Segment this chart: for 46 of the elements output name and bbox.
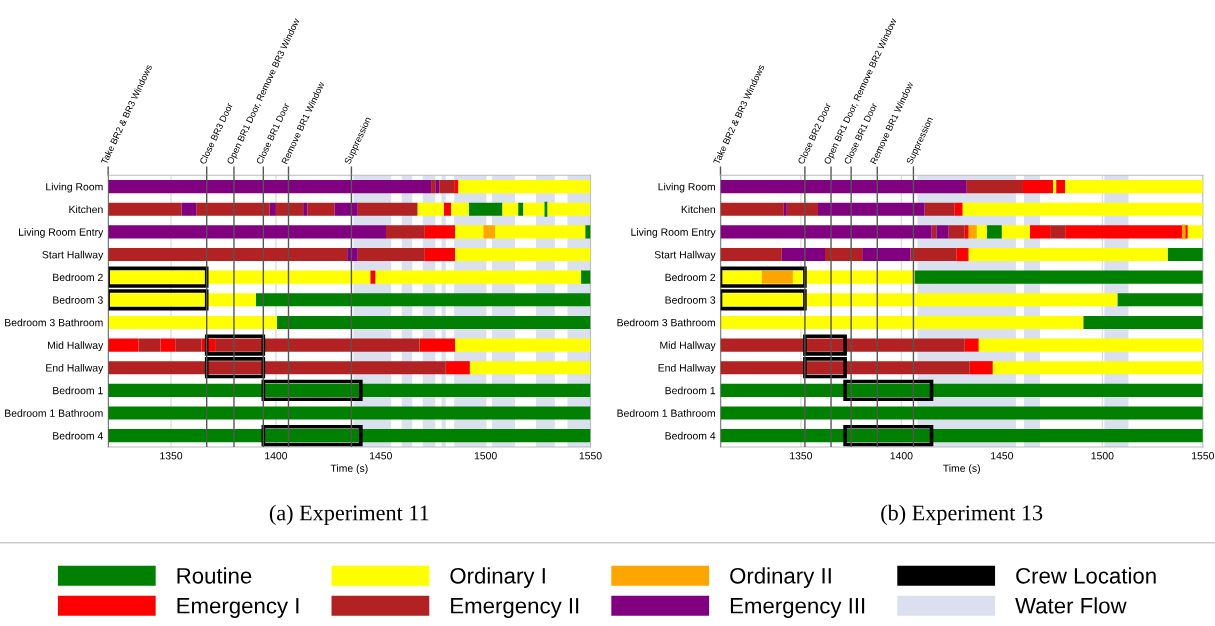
legend-label: Ordinary I: [450, 567, 545, 589]
y-tick-label: Living Room Entry: [631, 228, 716, 238]
y-tick-label: Bedroom 1 Bathroom: [617, 409, 715, 417]
y-tick-label: Mid Hallway: [47, 341, 104, 352]
x-tick-label: 1350: [790, 452, 813, 460]
x-tick-label: 1450: [991, 452, 1014, 460]
y-tick-label: Mid Hallway: [660, 341, 716, 352]
legend-label: Routine: [177, 567, 252, 584]
y-tick-label: Bedroom 4: [665, 431, 716, 440]
y-tick-label: Living Room: [658, 182, 715, 193]
x-tick-label: 1500: [1091, 452, 1114, 460]
y-tick-label: Bedroom 4: [53, 431, 103, 440]
text: (b) Experiment 13: [881, 504, 1043, 525]
x-tick-label: 1400: [890, 452, 913, 460]
y-tick-label: Living Room Entry: [19, 228, 104, 238]
y-tick-label: Bedroom 2: [53, 273, 103, 282]
y-tick-label: Bedroom 1: [665, 386, 716, 395]
y-tick-label: Bedroom 2: [665, 273, 716, 282]
y-tick-label: Bedroom 3: [53, 296, 103, 304]
x-tick-label: 1550: [579, 452, 602, 460]
text: (a) Experiment 11: [269, 504, 429, 525]
y-tick-label: Bedroom 1: [53, 386, 103, 395]
legend-label: Emergency II: [451, 598, 579, 618]
legend-label: Emergency I: [177, 598, 299, 618]
legend-label: Ordinary II: [730, 567, 831, 589]
y-tick-label: Bedroom 3 Bathroom: [617, 318, 715, 327]
y-tick-label: Bedroom 3 Bathroom: [5, 318, 103, 327]
x-axis-title: Time (s): [943, 464, 980, 475]
y-tick-label: End Hallway: [658, 363, 716, 374]
legend-label: Crew Location: [1016, 567, 1156, 584]
x-tick-label: 1450: [369, 452, 392, 460]
x-tick-label: 1550: [1192, 452, 1215, 460]
x-axis-title: Time (s): [330, 464, 368, 475]
x-tick-label: 1500: [474, 452, 497, 460]
legend-label: Emergency III: [730, 598, 865, 618]
y-tick-label: Kitchen: [69, 205, 103, 214]
legend-label: Water Flow: [1015, 597, 1127, 614]
y-tick-label: Start Hallway: [42, 250, 104, 261]
y-tick-label: Living Room: [46, 182, 103, 193]
y-tick-label: Start Hallway: [654, 250, 716, 261]
y-tick-label: Kitchen: [681, 205, 715, 214]
y-tick-label: End Hallway: [46, 363, 104, 374]
y-tick-label: Bedroom 1 Bathroom: [5, 409, 103, 417]
x-tick-label: 1400: [265, 452, 288, 460]
y-tick-label: Bedroom 3: [665, 296, 716, 304]
x-tick-label: 1350: [160, 452, 183, 460]
